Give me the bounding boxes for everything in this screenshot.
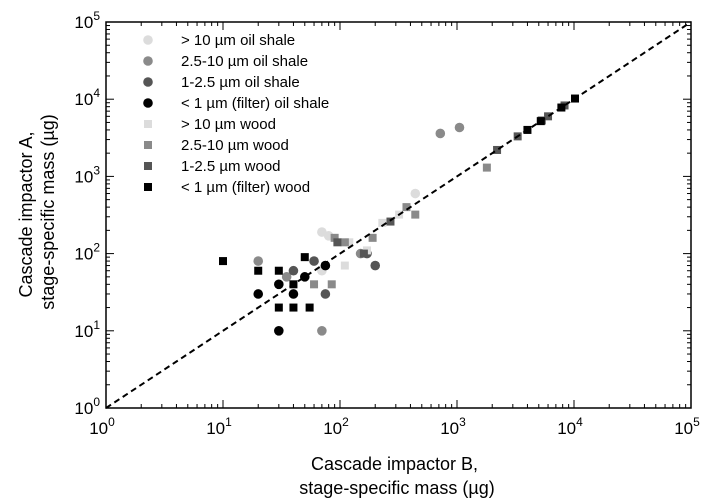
data-point-circle: [253, 256, 264, 266]
legend-marker: [143, 77, 153, 87]
data-point-square: [340, 238, 349, 247]
legend-marker: [143, 35, 153, 45]
x-axis-title-line-1: Cascade impactor B,: [311, 454, 478, 474]
data-point-circle: [281, 272, 292, 282]
data-point-square: [300, 253, 309, 262]
data-point-square: [305, 303, 314, 312]
legend-label: < 1 µm (filter) oil shale: [181, 95, 329, 112]
legend-marker: [144, 183, 152, 191]
data-point-circle: [274, 279, 284, 290]
y-axis-tick-labels: 100 101 102 103 104 105: [74, 9, 100, 418]
legend-label: > 10 µm wood: [181, 116, 276, 133]
y-axis-title-line-1: Cascade impactor A,: [16, 131, 36, 297]
data-point-circle: [317, 326, 327, 336]
data-point-square: [411, 210, 420, 219]
x-tick-label: 103: [440, 415, 466, 438]
data-point-square: [378, 218, 387, 227]
x-tick-label: 105: [674, 415, 700, 438]
data-point-square: [333, 238, 342, 247]
x-axis-tick-labels: 100 101 102 103 104 105: [89, 415, 700, 438]
y-axis-title: Cascade impactor A, stage-specific mass …: [16, 114, 58, 309]
legend-label: 2.5-10 µm oil shale: [181, 53, 308, 70]
data-point-square: [274, 303, 283, 312]
data-point-square: [359, 249, 368, 258]
y-tick-label: 100: [74, 395, 100, 418]
data-point-square: [254, 266, 263, 275]
data-point-square: [274, 266, 283, 275]
legend-marker: [143, 56, 153, 66]
data-point-circle: [288, 265, 299, 276]
axis-ticks: [105, 22, 691, 409]
x-axis-title-line-2: stage-specific mass (µg): [299, 478, 494, 498]
x-tick-label: 104: [557, 415, 583, 438]
legend-marker: [144, 120, 152, 128]
x-tick-label: 102: [323, 415, 349, 438]
data-point-circle: [274, 326, 284, 336]
y-tick-label: 104: [74, 86, 100, 109]
data-point-circle: [370, 260, 381, 271]
data-point-square: [219, 257, 227, 266]
data-point-square: [345, 238, 354, 247]
data-point-circle: [454, 122, 465, 133]
x-tick-label: 101: [206, 415, 232, 438]
y-tick-label: 101: [74, 318, 100, 341]
legend-marker: [143, 98, 153, 108]
data-point-circle: [309, 256, 319, 266]
x-axis-title: Cascade impactor B, stage-specific mass …: [299, 454, 494, 498]
y-tick-label: 102: [74, 241, 100, 264]
legend-label: 1-2.5 µm oil shale: [181, 74, 300, 91]
data-point-circle: [288, 289, 299, 299]
legend-label: 2.5-10 µm wood: [181, 137, 289, 154]
legend-marker: [144, 162, 152, 170]
data-point-square: [368, 233, 377, 242]
y-axis-title-line-2: stage-specific mass (µg): [38, 114, 58, 309]
data-point-square: [386, 217, 395, 226]
data-point-square: [330, 233, 339, 242]
data-point-circle: [253, 289, 264, 299]
data-point-square: [493, 145, 502, 154]
data-point-circle: [435, 128, 446, 139]
data-point-square: [327, 280, 336, 289]
legend: > 10 µm oil shale 2.5-10 µm oil shale 1-2.…: [143, 32, 329, 196]
data-point-square: [402, 203, 411, 212]
x-tick-label: 100: [89, 415, 115, 438]
one-to-one-reference-line: [105, 21, 692, 409]
y-tick-label: 103: [74, 163, 100, 186]
data-point-circle: [320, 260, 331, 271]
data-point-circle: [320, 289, 331, 299]
plot-frame: [105, 21, 692, 409]
data-point-square: [482, 163, 491, 172]
data-point-square: [340, 261, 349, 270]
y-tick-label: 105: [74, 9, 100, 32]
data-point-square: [310, 280, 319, 289]
legend-label: > 10 µm oil shale: [181, 32, 295, 49]
data-point-square: [544, 112, 553, 121]
legend-label: < 1 µm (filter) wood: [181, 179, 310, 196]
data-point-circle: [410, 188, 421, 199]
legend-marker: [144, 141, 152, 149]
legend-label: 1-2.5 µm wood: [181, 158, 281, 175]
data-point-square: [289, 303, 298, 312]
